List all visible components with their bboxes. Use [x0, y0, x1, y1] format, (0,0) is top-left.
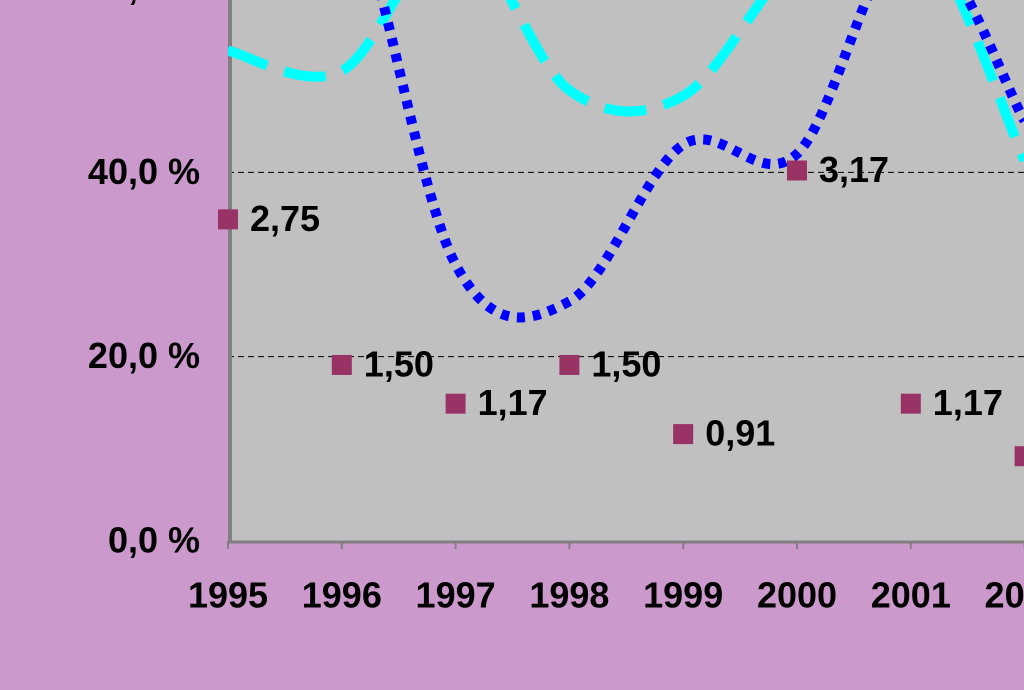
data-label: 1,17: [933, 382, 1003, 423]
series-lines: [228, 0, 1024, 323]
y-tick-label: 0,0 %: [108, 520, 200, 561]
data-label: 3,17: [819, 149, 889, 190]
series-line: [377, 0, 1024, 323]
x-tick-label: 1999: [643, 575, 723, 616]
data-label: 2,75: [250, 198, 320, 239]
x-tick-label: 2001: [871, 575, 951, 616]
x-tick-label: 2000: [757, 575, 837, 616]
y-tick-label: 40,0 %: [88, 151, 200, 192]
data-label: 0,91: [705, 413, 775, 454]
grid: [228, 171, 1024, 358]
marker: [445, 393, 466, 414]
y-tick-label: 20,0 %: [88, 335, 200, 376]
x-tick-label: 1995: [188, 575, 268, 616]
marker: [218, 209, 238, 230]
marker: [1014, 446, 1024, 467]
x-tick-label: 1998: [529, 575, 609, 616]
data-label: 1,17: [478, 382, 548, 423]
data-label: 1,50: [364, 343, 434, 384]
data-label: 1,50: [591, 343, 661, 384]
plot-area: [228, 0, 1024, 541]
marker: [673, 424, 694, 445]
x-tick-label: 2002: [985, 575, 1024, 616]
series-line: [228, 0, 1024, 163]
marker: [559, 354, 580, 375]
x-tick-label: 1996: [302, 575, 382, 616]
x-tick-label: 1997: [416, 575, 496, 616]
marker: [787, 160, 807, 181]
y-tick-label: 60,0 %: [88, 0, 200, 8]
marker: [331, 354, 352, 375]
marker: [900, 393, 921, 414]
labels: 0,0 % 20,0 % 40,0 % 60,0 % 1995 1996 1997 1998 1…: [88, 0, 1024, 616]
